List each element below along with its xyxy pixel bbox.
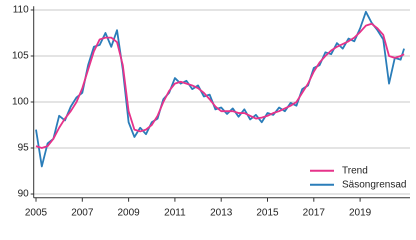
x-tick-label: 2007 (71, 207, 94, 218)
y-tick-label: 105 (12, 51, 29, 62)
chart: 90 95 100 105 110 2005 2007 2009 2011 2013 2015 201… (12, 5, 410, 218)
x-tick-label: 2013 (210, 207, 233, 218)
x-tick-label: 2005 (25, 207, 48, 218)
x-tick-label: 2009 (117, 207, 140, 218)
x-tick-label: 2015 (256, 207, 279, 218)
series-line (35, 22, 405, 149)
y-tick-label: 100 (12, 97, 29, 108)
x-tick-label: 2017 (303, 207, 326, 218)
y-tick-label: 110 (13, 5, 29, 16)
legend-label: Trend (342, 165, 368, 176)
legend-label: Säsongrensad (342, 179, 407, 190)
page: {"chart_data": {"type": "line", "x": [20… (12, 4, 410, 219)
x-tick-label: 2011 (164, 207, 186, 218)
x-tick-label: 2019 (349, 207, 372, 218)
y-tick-label: 90 (18, 189, 30, 200)
y-tick-label: 95 (18, 143, 30, 154)
series-line (35, 10, 405, 168)
